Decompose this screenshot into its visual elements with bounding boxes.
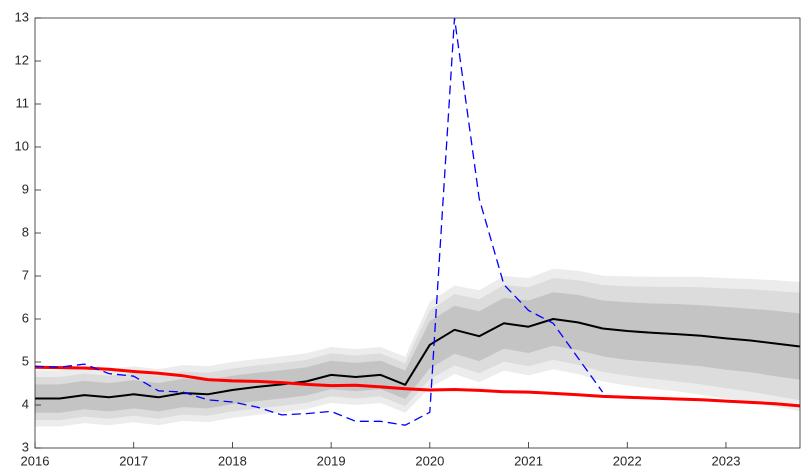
line-series (35, 318, 800, 400)
x-tick-label: 2022 (613, 453, 642, 468)
line-series (35, 18, 604, 426)
line-series (35, 365, 800, 408)
x-tick-label: 2018 (218, 453, 247, 468)
fan-band (35, 292, 800, 413)
y-tick-label: 8 (22, 224, 29, 239)
y-tick-label: 11 (16, 95, 30, 110)
y-tick-label: 12 (15, 52, 29, 67)
x-tick-label: 2019 (317, 453, 346, 468)
y-tick-label: 10 (15, 138, 29, 153)
y-tick-label: 3 (22, 439, 29, 454)
y-tick-label: 7 (22, 267, 29, 282)
x-tick-label: 2016 (21, 453, 50, 468)
y-tick-label: 4 (22, 396, 29, 411)
x-tick-label: 2020 (415, 453, 444, 468)
y-tick-label: 9 (22, 181, 29, 196)
x-tick-label: 2023 (712, 453, 741, 468)
y-tick-label: 5 (22, 353, 29, 368)
x-tick-label: 2021 (514, 453, 543, 468)
x-tick-label: 2017 (119, 453, 148, 468)
y-tick-label: 6 (22, 310, 29, 325)
y-tick-label: 13 (15, 9, 29, 24)
